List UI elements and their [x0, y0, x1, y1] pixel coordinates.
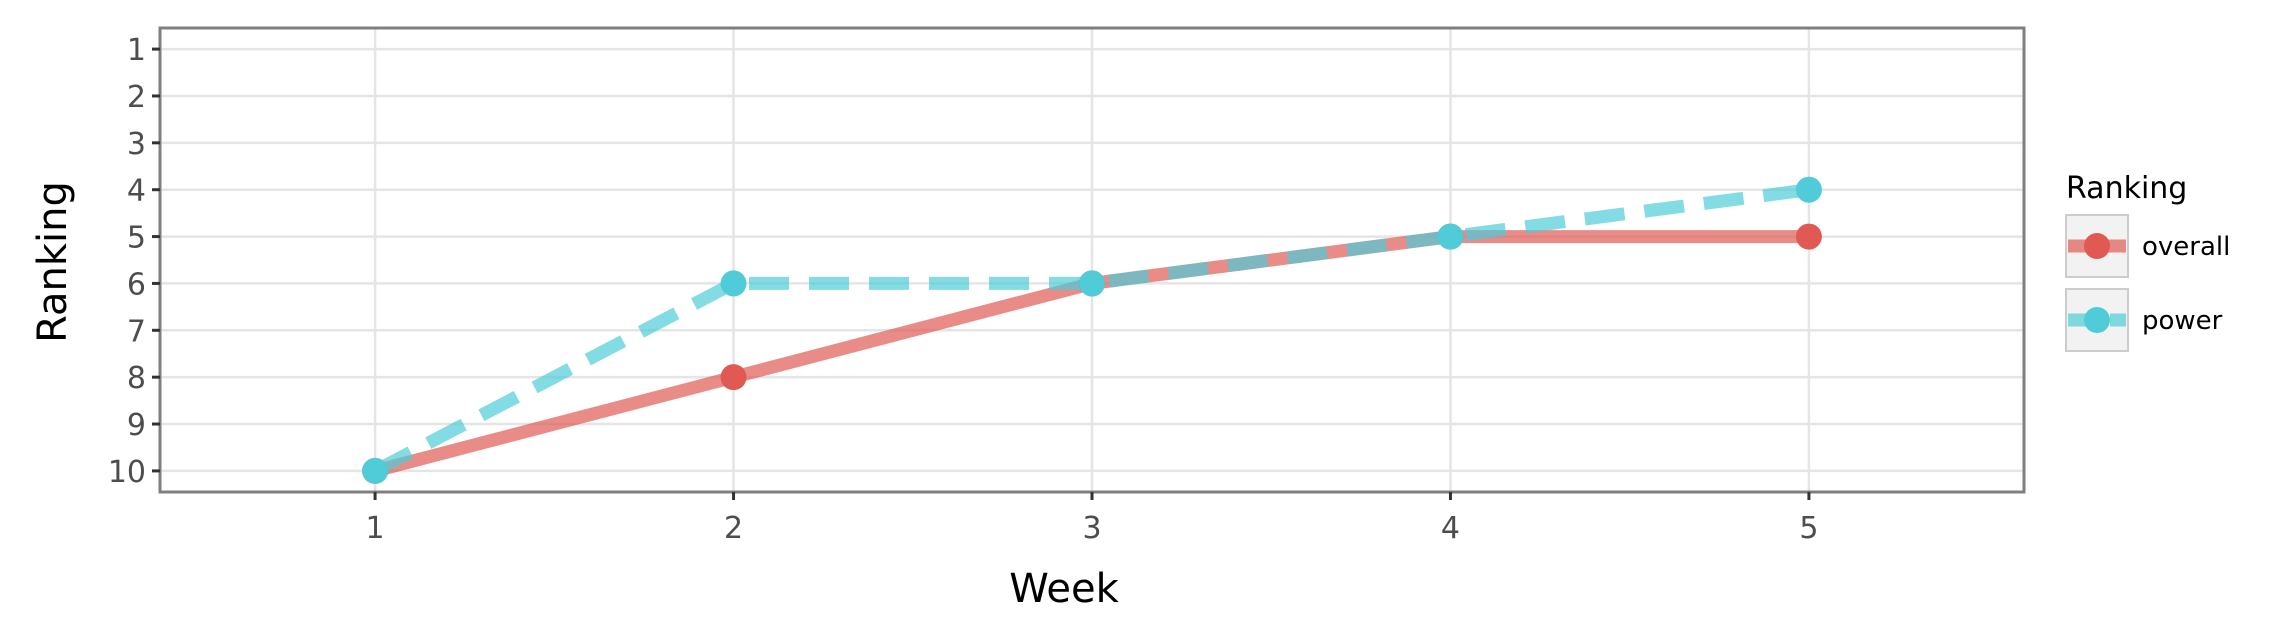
data-point-power [1437, 223, 1464, 250]
y-tick-label: 5 [127, 221, 146, 256]
y-tick-label: 9 [127, 408, 146, 443]
data-point-overall [1795, 223, 1822, 250]
series-layer [362, 176, 1822, 484]
x-tick-label: 1 [366, 511, 385, 546]
legend-key-point-power [2084, 307, 2110, 333]
y-tick-label: 3 [127, 127, 146, 162]
y-tick-label: 1 [127, 33, 146, 68]
x-tick-label: 3 [1082, 511, 1101, 546]
x-tick-label: 4 [1441, 511, 1460, 546]
data-point-power [720, 270, 747, 297]
x-tick-label: 2 [724, 511, 743, 546]
data-point-overall [720, 364, 747, 391]
x-axis-title: Week [1009, 566, 1119, 612]
y-tick-label: 7 [127, 314, 146, 349]
legend-label-power: power [2142, 306, 2223, 336]
y-tick-label: 6 [127, 267, 146, 302]
grid-lines [160, 28, 2024, 492]
legend: Ranking overall power [2065, 171, 2230, 352]
y-tick-label: 8 [127, 361, 146, 396]
legend-key-point-overall [2084, 233, 2110, 259]
y-tick-label: 4 [127, 174, 146, 209]
data-point-power [1079, 270, 1105, 297]
legend-label-overall: overall [2142, 232, 2230, 262]
series-line-power [372, 183, 1810, 477]
axis-ticks: 1 2 3 4 5 6 7 8 9 10 1 2 3 4 5 [108, 33, 1819, 546]
x-tick-label: 5 [1799, 511, 1818, 546]
y-tick-label: 10 [108, 455, 146, 490]
y-tick-label: 2 [127, 80, 146, 115]
data-point-power [1795, 176, 1822, 203]
data-point-power [362, 457, 389, 484]
y-axis-title: Ranking [30, 181, 76, 343]
legend-title: Ranking [2066, 171, 2187, 206]
